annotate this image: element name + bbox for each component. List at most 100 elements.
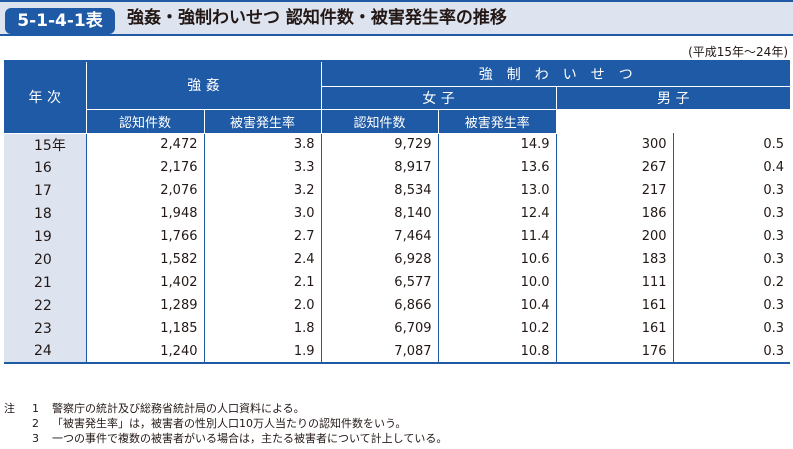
male-rate-cell: 0.3 — [763, 229, 785, 244]
note-text: 一つの事件で複数の被害者がいる場合は，主たる被害者について計上している。 — [52, 432, 448, 445]
rape-group-header: 強 姦 — [86, 61, 322, 110]
period-label: (平成15年～24年) — [688, 45, 788, 59]
male-count-cell: 161 — [556, 317, 674, 340]
table-row: 18 1,948 3.0 8,140 12.4 186 0.3 — [4, 202, 790, 225]
female-count-cell: 7,087 — [321, 340, 439, 364]
female-rate-cell: 13.6 — [438, 156, 557, 179]
male-group-header: 男 子 — [556, 86, 791, 110]
rape-rate-cell: 2.0 — [204, 294, 322, 317]
note-row-1: 注 1 警察庁の統計及び総務省統計局の人口資料による。 — [4, 401, 447, 416]
statistics-table: 年 次 強 姦 強制わいせつ 女 子 男 子 認知件数 被害発生率 認知件数 被… — [4, 60, 791, 364]
m-count-header: 認知件数 — [321, 109, 439, 134]
female-rate-cell: 10.8 — [438, 340, 557, 364]
female-count-cell: 6,866 — [321, 294, 439, 317]
rape-count-cell: 2,076 — [86, 179, 205, 202]
male-rate-cell: 0.2 — [763, 275, 785, 290]
rape-count-cell: 2,472 — [86, 133, 205, 156]
female-rate-cell: 14.9 — [438, 133, 557, 156]
note-number: 1 — [32, 402, 39, 415]
rape-rate-cell: 3.0 — [204, 202, 322, 225]
indecent-assault-group-header: 強制わいせつ — [321, 61, 791, 87]
male-count-cell: 300 — [556, 133, 674, 156]
table-row: 15年 2,472 3.8 9,729 14.9 300 0.5 — [4, 133, 790, 156]
year-cell: 22 — [4, 294, 87, 317]
notes: 注 1 警察庁の統計及び総務省統計局の人口資料による。 2 「被害発生率」は，被… — [4, 401, 447, 446]
female-rate-cell: 10.2 — [438, 317, 557, 340]
year-cell: 21 — [4, 271, 87, 294]
female-count-cell: 6,709 — [321, 317, 439, 340]
male-rate-cell: 0.3 — [763, 298, 785, 313]
rape-rate-cell: 2.7 — [204, 225, 322, 248]
note-number: 3 — [32, 432, 39, 445]
f-rate-header: 被害発生率 — [204, 109, 322, 134]
table-number-badge: 5-1-4-1表 — [5, 8, 115, 34]
female-rate-cell: 10.6 — [438, 248, 557, 271]
female-count-cell: 8,917 — [321, 156, 439, 179]
year-cell: 23 — [4, 317, 87, 340]
rape-count-cell: 1,240 — [86, 340, 205, 364]
male-count-cell: 267 — [556, 156, 674, 179]
table-row: 17 2,076 3.2 8,534 13.0 217 0.3 — [4, 179, 790, 202]
male-rate-cell: 0.3 — [673, 340, 791, 364]
female-rate-cell: 10.0 — [438, 271, 557, 294]
note-text: 「被害発生率」は，被害者の性別人口10万人当たりの認知件数をいう。 — [52, 417, 407, 430]
page-title: 強姦・強制わいせつ 認知件数・被害発生率の推移 — [127, 8, 507, 28]
rape-count-cell: 1,766 — [86, 225, 205, 248]
rape-header-label: 強 姦 — [187, 78, 220, 95]
table-row: 23 1,185 1.8 6,709 10.2 161 0.3 — [4, 317, 790, 340]
male-rate-cell: 0.3 — [763, 252, 785, 267]
female-count-cell: 8,534 — [321, 179, 439, 202]
indecent-assault-header-label: 強制わいせつ — [478, 66, 647, 83]
rape-rate-cell: 3.8 — [204, 133, 322, 156]
note-row-2: 2 「被害発生率」は，被害者の性別人口10万人当たりの認知件数をいう。 — [4, 416, 447, 431]
rape-count-cell: 1,402 — [86, 271, 205, 294]
table-body: 15年 2,472 3.8 9,729 14.9 300 0.5 16 2,176 3.3 8,91… — [4, 133, 791, 364]
female-count-cell: 7,464 — [321, 225, 439, 248]
male-rate-cell: 0.3 — [763, 183, 785, 198]
rape-rate-cell: 2.1 — [204, 271, 322, 294]
year-cell: 20 — [4, 248, 87, 271]
rape-rate-cell: 2.4 — [204, 248, 322, 271]
male-rate-cell: 0.3 — [763, 321, 785, 336]
note-number: 2 — [32, 417, 39, 430]
table-row: 20 1,582 2.4 6,928 10.6 183 0.3 — [4, 248, 790, 271]
table-row: 22 1,289 2.0 6,866 10.4 161 0.3 — [4, 294, 790, 317]
rape-rate-cell: 1.9 — [204, 340, 322, 364]
title-bar: 5-1-4-1表 強姦・強制わいせつ 認知件数・被害発生率の推移 — [0, 0, 793, 36]
male-count-cell: 186 — [556, 202, 674, 225]
rape-count-cell: 1,582 — [86, 248, 205, 271]
male-rate-cell: 0.5 — [763, 137, 785, 152]
male-count-cell: 161 — [556, 294, 674, 317]
female-rate-cell: 13.0 — [438, 179, 557, 202]
male-count-cell: 176 — [556, 340, 674, 364]
female-group-header: 女 子 — [321, 86, 557, 110]
note-text: 警察庁の統計及び総務省統計局の人口資料による。 — [52, 402, 305, 415]
male-count-cell: 111 — [556, 271, 674, 294]
rape-rate-cell: 3.3 — [204, 156, 322, 179]
male-count-cell: 217 — [556, 179, 674, 202]
year-cell: 16 — [4, 156, 87, 179]
rape-rate-cell: 3.2 — [204, 179, 322, 202]
table-row: 24 1,240 1.9 7,087 10.8 176 0.3 — [4, 340, 791, 364]
f-count-header: 認知件数 — [86, 109, 205, 134]
year-cell: 15年 — [4, 133, 87, 156]
rape-count-cell: 1,289 — [86, 294, 205, 317]
female-rate-cell: 11.4 — [438, 225, 557, 248]
year-cell: 17 — [4, 179, 87, 202]
rape-count-cell: 1,948 — [86, 202, 205, 225]
female-rate-cell: 12.4 — [438, 202, 557, 225]
notes-label: 注 — [4, 402, 15, 415]
rape-rate-cell: 1.8 — [204, 317, 322, 340]
year-cell: 24 — [4, 340, 87, 364]
table-row: 19 1,766 2.7 7,464 11.4 200 0.3 — [4, 225, 790, 248]
table-row: 21 1,402 2.1 6,577 10.0 111 0.2 — [4, 271, 790, 294]
m-rate-header: 被害発生率 — [438, 109, 557, 134]
male-count-cell: 200 — [556, 225, 674, 248]
female-count-cell: 8,140 — [321, 202, 439, 225]
note-row-3: 3 一つの事件で複数の被害者がいる場合は，主たる被害者について計上している。 — [4, 431, 447, 446]
female-count-cell: 9,729 — [321, 133, 439, 156]
year-cell: 18 — [4, 202, 87, 225]
table-row: 16 2,176 3.3 8,917 13.6 267 0.4 — [4, 156, 790, 179]
female-rate-cell: 10.4 — [438, 294, 557, 317]
female-count-cell: 6,928 — [321, 248, 439, 271]
